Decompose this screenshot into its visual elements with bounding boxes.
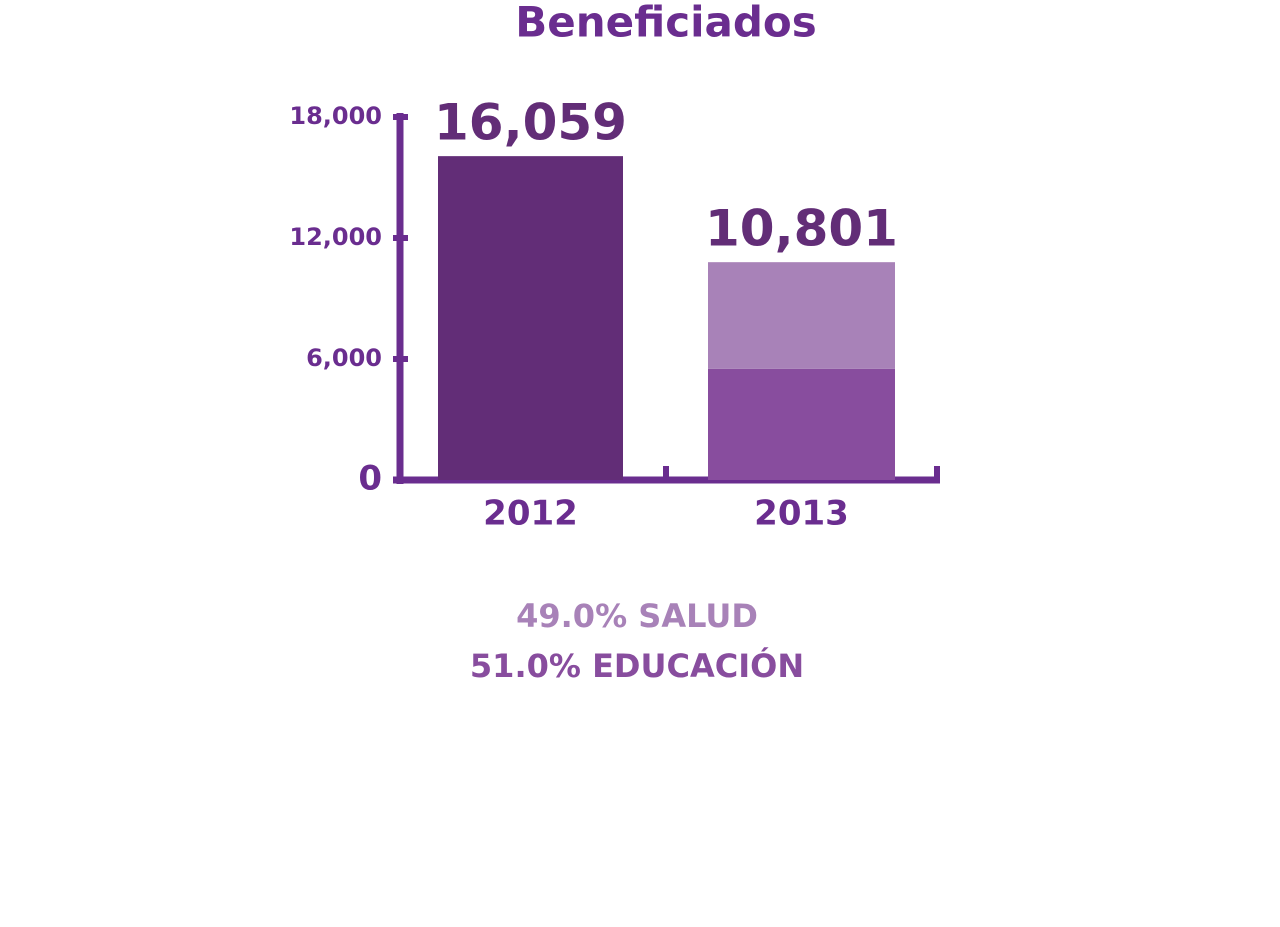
y-tick-label: 0 — [358, 459, 382, 499]
legend-name: EDUCACIÓN — [592, 646, 804, 685]
x-tick-label: 2013 — [754, 494, 849, 534]
legend-space — [627, 597, 638, 635]
y-tick-label: 12,000 — [289, 223, 382, 251]
bar-segment — [708, 262, 895, 369]
bar-segment — [708, 368, 895, 480]
legend-share: 51.0% — [470, 647, 581, 685]
bar — [438, 156, 623, 480]
legend-entry: 49.0% SALUD — [516, 597, 758, 635]
legend-name: SALUD — [638, 597, 758, 635]
y-tick-label: 6,000 — [306, 344, 382, 372]
chart-title: Beneficiados — [515, 0, 817, 47]
y-tick-label: 18,000 — [289, 102, 382, 130]
total-label: 10,801 — [705, 200, 898, 258]
total-label: 16,059 — [434, 94, 627, 152]
legend-space — [581, 647, 592, 685]
x-tick-label: 2012 — [483, 494, 578, 534]
legend-share: 49.0% — [516, 597, 627, 635]
legend-entry: 51.0% EDUCACIÓN — [470, 646, 804, 685]
